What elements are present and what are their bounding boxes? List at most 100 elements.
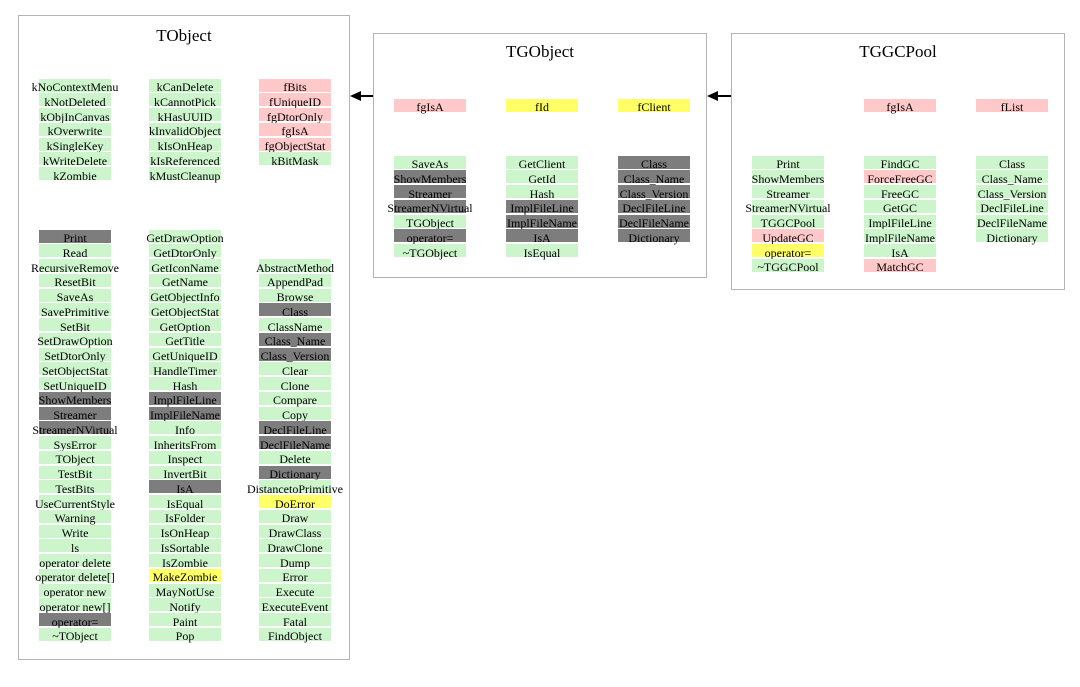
method-row: DeclFileLine: [205, 421, 385, 437]
field-row: kObjInCanvas: [0, 108, 165, 124]
method-cell-label: GetName: [162, 275, 208, 290]
method-cell-label: DrawClone: [267, 540, 323, 555]
method-row: ls: [0, 539, 165, 555]
method-cell-label: ImplFileLine: [153, 393, 217, 408]
method-row: Clear: [205, 362, 385, 378]
method-row: GetName: [95, 273, 275, 290]
method-column: FindGC ForceFreeGC FreeGC GetGC ImplFileLine…: [810, 155, 990, 274]
field-row: kNotDeleted: [0, 93, 165, 109]
field-cell-label: kSingleKey: [46, 139, 104, 153]
method-row: Error: [205, 568, 385, 585]
arrow-shaft: [359, 95, 373, 97]
method-row: operator=: [340, 229, 520, 245]
method-cell-label: GetUniqueID: [152, 349, 218, 363]
field-column: fId: [452, 98, 632, 114]
method-row: Class: [564, 155, 744, 171]
method-cell-label: operator=: [764, 245, 812, 260]
method-cell-highlight: [149, 347, 221, 361]
method-row: Read: [0, 244, 165, 260]
field-cell-label: kOverwrite: [47, 124, 103, 139]
method-cell-highlight: [39, 259, 111, 272]
method-cell-label: AppendPad: [267, 275, 323, 290]
method-cell-label: Class: [281, 304, 308, 319]
method-row: ~TGGCPool: [698, 258, 878, 274]
method-column: Print Read RecursiveRemove ResetBit SaveAs Sa…: [0, 229, 165, 643]
method-cell-highlight: [506, 199, 578, 213]
field-cell-label: fgIsA: [886, 100, 914, 114]
method-row: ImplFileName: [452, 214, 632, 230]
method-row: Browse: [205, 288, 385, 304]
method-cell-highlight: [149, 509, 221, 523]
method-cell-label: GetDrawOption: [146, 231, 224, 245]
method-cell-highlight: [259, 495, 331, 508]
method-cell-highlight: [752, 155, 824, 169]
method-cell-highlight: [149, 332, 221, 346]
method-row: StreamerNVirtual: [340, 199, 520, 216]
field-cell-highlight: [618, 98, 690, 112]
field-cell-highlight: [394, 98, 466, 112]
field-cell-label: kWriteDelete: [42, 153, 108, 168]
method-cell-label: Clear: [282, 363, 308, 378]
method-cell-label: IsOnHeap: [160, 526, 210, 540]
method-cell-label: DrawClass: [268, 526, 322, 540]
method-cell-highlight: [976, 199, 1048, 213]
method-cell-label: SetObjectStat: [42, 363, 108, 378]
method-cell-label: MakeZombie: [152, 570, 218, 585]
method-cell-highlight: [149, 318, 221, 331]
method-cell-label: UpdateGC: [762, 230, 814, 245]
field-row: kCannotPick: [95, 93, 275, 109]
method-cell-highlight: [39, 421, 111, 435]
method-cell-highlight: [259, 332, 331, 346]
method-row: FreeGC: [810, 185, 990, 201]
method-row: Hash: [452, 185, 632, 201]
method-cell-label: TGObject: [406, 216, 454, 230]
method-cell-label: Error: [282, 570, 308, 585]
method-cell-highlight: [864, 185, 936, 198]
method-cell-highlight: [149, 568, 221, 582]
field-row: fgObjectStat: [205, 137, 385, 153]
method-cell-highlight: [149, 244, 221, 258]
method-row: SetBit: [0, 318, 165, 334]
method-cell-highlight: [149, 303, 221, 317]
method-cell-label: InvertBit: [163, 467, 207, 481]
method-cell-label: StreamerNVirtual: [387, 201, 473, 216]
method-row: RecursiveRemove: [0, 259, 165, 275]
field-row: kWriteDelete: [0, 152, 165, 168]
field-row: fId: [452, 98, 632, 114]
method-cell-highlight: [752, 214, 824, 228]
method-cell-label: Class_Version: [977, 186, 1047, 201]
class-box-tgobject: TGObject fgIsA SaveAs ShowMembers Streamer St…: [373, 33, 707, 278]
method-cell-highlight: [618, 229, 690, 243]
method-cell-label: operator new: [43, 585, 107, 599]
method-row: ~TGObject: [340, 244, 520, 260]
field-cell-label: kBitMask: [271, 153, 319, 168]
method-cell-label: IsEqual: [523, 245, 561, 260]
method-cell-label: SetDrawOption: [37, 334, 113, 349]
method-cell-highlight: [259, 303, 331, 317]
field-cell-label: kIsReferenced: [150, 153, 220, 168]
method-cell-label: Dictionary: [986, 230, 1038, 245]
method-cell-highlight: [39, 288, 111, 302]
method-cell-label: Class_Version: [260, 349, 330, 363]
method-row: GetGC: [810, 199, 990, 215]
method-cell-label: ShowMembers: [38, 393, 112, 408]
method-cell-label: ClassName: [267, 319, 323, 334]
field-cell-highlight: [149, 167, 221, 180]
method-cell-highlight: [618, 170, 690, 184]
field-cell-highlight: [149, 108, 221, 121]
method-cell-label: GetDtorOnly: [153, 245, 217, 260]
method-row: TGGCPool: [698, 214, 878, 230]
method-row: Write: [0, 524, 165, 540]
method-row: Class_Name: [205, 332, 385, 348]
method-cell-highlight: [39, 598, 111, 612]
method-row: Class_Name: [922, 170, 1080, 186]
field-cell-label: kCanDelete: [156, 80, 214, 94]
field-cell-label: fClient: [637, 100, 671, 114]
method-row: StreamerNVirtual: [0, 421, 165, 437]
method-cell-label: IsEqual: [166, 496, 204, 511]
method-row: Hash: [95, 377, 275, 393]
method-cell-label: operator delete[]: [35, 570, 115, 585]
field-cell-label: kMustCleanup: [149, 168, 221, 183]
arrowhead-left-icon: [707, 91, 718, 101]
